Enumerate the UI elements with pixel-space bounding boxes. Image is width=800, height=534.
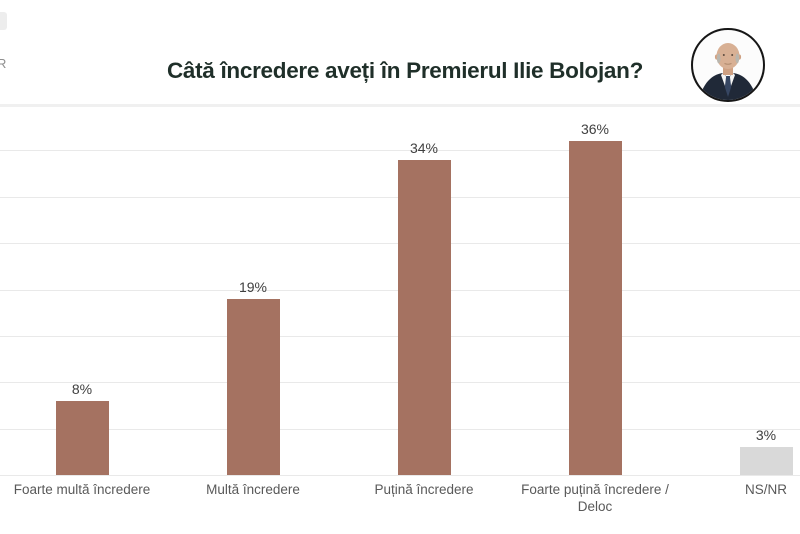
x-axis-label-1: Multă încredere [206, 482, 300, 497]
bar-value-label-0: 8% [71, 380, 93, 397]
gridline-40 [0, 104, 800, 107]
gridline-0 [0, 475, 800, 476]
x-axis-label-2: Puțină încredere [374, 482, 474, 497]
gridline-35 [0, 150, 800, 152]
x-axis-label-3: Foarte puțină încredere / Deloc [521, 482, 669, 514]
page-title: Câtă încredere aveți în Premierul Ilie B… [166, 58, 644, 83]
chart-bar-0 [55, 400, 109, 475]
chart-bar-3 [568, 141, 622, 475]
chart-bar-4 [739, 447, 793, 475]
bolojan-portrait-photo [690, 27, 766, 103]
watermark-logo-text: R [0, 56, 7, 71]
bar-value-label-4: 3% [755, 427, 777, 444]
x-axis-label-4: NS/NR [744, 482, 787, 497]
bar-value-label-1: 19% [238, 278, 268, 295]
x-axis-label-0: Foarte multă încredere [13, 482, 151, 497]
chart-bar-1 [226, 298, 280, 475]
portrait-photo-svg [691, 28, 765, 102]
bar-value-label-2: 34% [409, 139, 439, 156]
bar-value-label-3: 36% [580, 121, 610, 138]
corner-chip-decoration [0, 12, 7, 30]
chart-bar-2 [397, 159, 451, 475]
